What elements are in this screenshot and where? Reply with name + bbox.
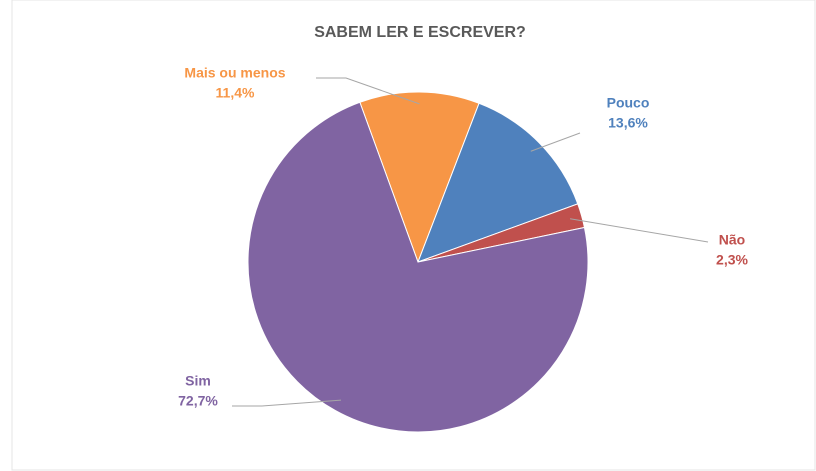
slice-label: Não bbox=[719, 232, 745, 248]
slice-value-label: 11,4% bbox=[216, 85, 255, 101]
pie-slice bbox=[417, 102, 579, 263]
pie-slice bbox=[359, 91, 480, 264]
leader-line bbox=[569, 218, 709, 243]
slice-value-label: 72,7% bbox=[178, 393, 218, 409]
slice-label: Mais ou menos bbox=[184, 65, 285, 81]
chart-title: SABEM LER E ESCREVER? bbox=[314, 24, 526, 41]
leader-line bbox=[232, 399, 342, 407]
slice-value-label: 2,3% bbox=[716, 252, 748, 268]
pie-slice bbox=[247, 101, 589, 433]
leader-line bbox=[530, 132, 581, 152]
slice-label: Pouco bbox=[607, 95, 650, 111]
slice-value-label: 13,6% bbox=[608, 115, 648, 131]
leader-line bbox=[316, 77, 420, 105]
slice-label: Sim bbox=[185, 373, 211, 389]
